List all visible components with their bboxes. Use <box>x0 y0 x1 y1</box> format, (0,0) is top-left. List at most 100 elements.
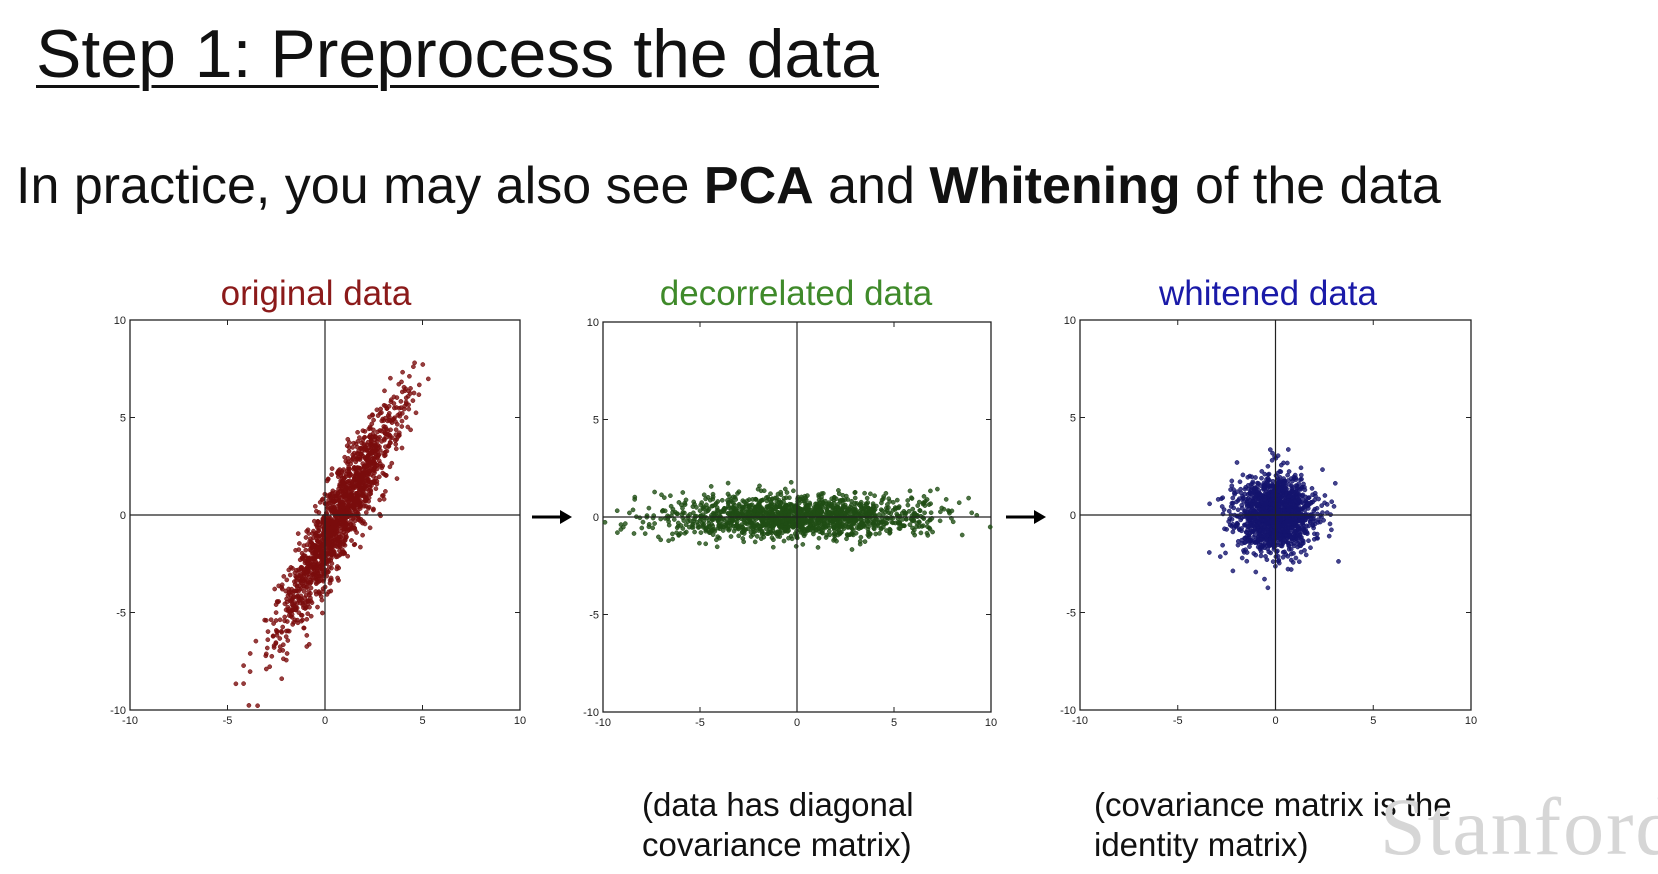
data-point <box>355 438 361 444</box>
data-point <box>887 499 893 504</box>
data-point <box>1322 500 1327 506</box>
data-point <box>697 540 702 546</box>
data-point <box>382 388 387 394</box>
data-point <box>917 508 923 513</box>
data-point <box>316 589 322 594</box>
data-point <box>918 530 924 536</box>
y-tick-label: -5 <box>1066 608 1076 620</box>
data-point <box>716 520 722 526</box>
data-point <box>680 515 686 521</box>
y-tick-label: -5 <box>589 610 599 622</box>
data-point <box>1258 553 1264 559</box>
data-point <box>707 497 713 503</box>
data-point <box>1306 538 1311 544</box>
data-point <box>282 601 288 607</box>
data-point <box>1249 495 1254 500</box>
data-point <box>670 531 675 537</box>
data-point <box>928 488 933 494</box>
data-point <box>768 491 773 497</box>
data-point <box>724 520 730 526</box>
data-point <box>1276 488 1282 493</box>
data-point <box>756 503 762 509</box>
data-point <box>896 505 902 511</box>
data-point <box>324 506 330 511</box>
data-point <box>383 489 388 494</box>
data-point <box>771 523 777 529</box>
data-point <box>799 498 805 504</box>
data-point <box>1234 460 1240 465</box>
data-point <box>400 369 405 375</box>
data-point <box>897 520 903 526</box>
data-point <box>858 504 864 509</box>
data-point <box>1267 447 1273 452</box>
data-point <box>389 460 395 466</box>
data-point <box>740 508 745 514</box>
data-point <box>1320 510 1325 515</box>
data-point <box>671 517 677 522</box>
data-point <box>403 415 409 420</box>
data-point <box>1306 495 1311 501</box>
data-point <box>622 521 628 526</box>
data-point <box>800 525 805 530</box>
data-point <box>765 506 771 511</box>
data-point <box>1311 516 1316 522</box>
data-point <box>349 503 355 509</box>
data-point <box>760 497 766 503</box>
data-point <box>411 364 416 370</box>
data-point <box>1305 502 1311 507</box>
data-point <box>1220 542 1225 548</box>
data-point <box>378 406 383 412</box>
data-point <box>320 517 326 523</box>
data-point <box>741 519 747 524</box>
data-point <box>383 403 388 409</box>
data-point <box>308 560 314 565</box>
data-point <box>682 530 688 536</box>
data-point <box>311 566 317 572</box>
data-point <box>348 472 354 477</box>
data-point <box>811 531 816 537</box>
data-point <box>911 527 917 533</box>
data-point <box>868 491 873 497</box>
data-point <box>1226 508 1232 514</box>
data-point <box>289 612 295 617</box>
data-point <box>1255 480 1260 486</box>
data-point <box>683 522 689 528</box>
data-point <box>872 493 877 499</box>
data-point <box>1278 469 1284 475</box>
data-point <box>754 534 760 539</box>
data-point <box>280 624 286 630</box>
data-point <box>769 517 774 523</box>
data-point <box>1238 486 1243 492</box>
data-point <box>316 542 322 547</box>
data-point <box>602 519 608 525</box>
data-point <box>326 531 332 536</box>
data-point <box>373 486 379 492</box>
data-point <box>699 500 705 505</box>
data-point <box>1235 539 1241 544</box>
data-point <box>1248 502 1254 507</box>
data-point <box>692 529 697 535</box>
caption-decorrelated: (data has diagonal covariance matrix) <box>642 785 914 865</box>
data-point <box>404 401 409 407</box>
data-point <box>1302 487 1308 493</box>
data-point <box>818 523 823 528</box>
data-point <box>355 429 360 435</box>
data-point <box>666 519 671 524</box>
x-tick-label: -5 <box>1173 715 1183 727</box>
data-point <box>366 450 372 456</box>
data-point <box>305 601 311 607</box>
data-point <box>631 531 637 536</box>
data-point <box>1229 517 1235 522</box>
data-point <box>412 360 417 366</box>
data-point <box>344 485 350 491</box>
data-point <box>370 412 375 418</box>
data-point <box>312 560 318 565</box>
data-point <box>340 532 345 538</box>
data-point <box>277 636 283 641</box>
subtitle-prefix: In practice, you may also see <box>16 157 704 215</box>
data-point <box>844 507 850 513</box>
data-point <box>309 600 315 606</box>
data-point <box>697 508 703 514</box>
slide-subtitle: In practice, you may also see PCA and Wh… <box>16 160 1441 212</box>
data-point <box>956 500 962 506</box>
